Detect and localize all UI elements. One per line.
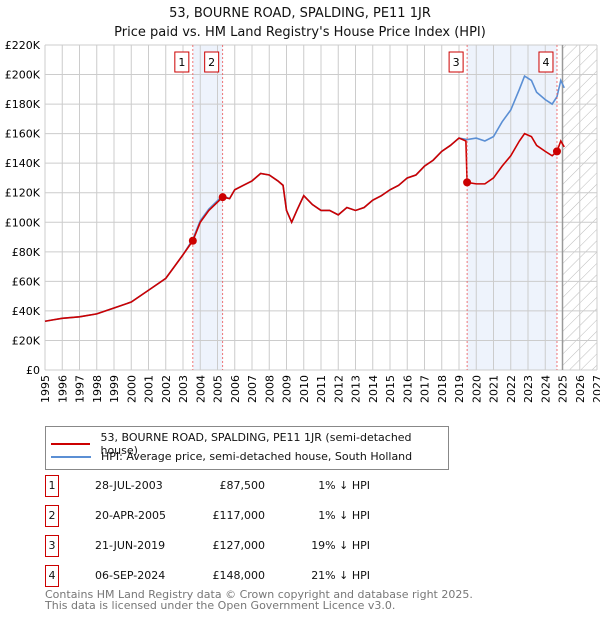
x-tick-label: 2026 bbox=[574, 375, 587, 403]
x-tick-label: 2009 bbox=[281, 375, 294, 403]
x-tick-label: 2004 bbox=[194, 375, 207, 403]
sale-label-box bbox=[174, 51, 190, 73]
sale-period-shading bbox=[192, 45, 223, 370]
x-tick-label: 2019 bbox=[453, 375, 466, 403]
sale-price: £148,000 bbox=[212, 569, 266, 582]
y-tick-label: £20K bbox=[12, 334, 41, 347]
sale-label-box bbox=[538, 51, 554, 73]
x-tick-label: 2001 bbox=[143, 375, 156, 403]
sale-date: 20-APR-2005 bbox=[95, 509, 167, 522]
y-tick-label: £80K bbox=[12, 246, 41, 259]
y-tick-label: £120K bbox=[5, 187, 41, 200]
chart-title: 53, BOURNE ROAD, SPALDING, PE11 1JR bbox=[169, 6, 431, 21]
legend-swatch-hpi bbox=[51, 455, 91, 458]
sale-date: 21-JUN-2019 bbox=[95, 539, 166, 552]
sale-marker-badge: 4 bbox=[45, 565, 59, 587]
x-tick-label: 2015 bbox=[384, 375, 397, 403]
y-tick-label: £180K bbox=[5, 98, 41, 111]
x-tick-label: 2000 bbox=[125, 375, 138, 403]
footer-copyright: Contains HM Land Registry data © Crown c… bbox=[45, 588, 473, 601]
sale-hpi-diff: 21% ↓ HPI bbox=[311, 569, 370, 582]
sale-date: 28-JUL-2003 bbox=[95, 479, 163, 492]
x-tick-label: 1998 bbox=[91, 375, 104, 403]
y-tick-label: £140K bbox=[5, 157, 41, 170]
x-tick-label: 2016 bbox=[401, 375, 414, 403]
legend-swatch-property bbox=[51, 443, 91, 445]
sale-row: 3 21-JUN-2019 £127,000 19% ↓ HPI bbox=[45, 535, 445, 557]
sale-label-box bbox=[204, 51, 220, 73]
y-tick-label: £160K bbox=[5, 128, 41, 141]
x-tick-label: 2022 bbox=[505, 375, 518, 403]
sale-point bbox=[218, 193, 227, 202]
x-tick-label: 2011 bbox=[315, 375, 328, 403]
x-tick-label: 2014 bbox=[367, 375, 380, 403]
sale-hpi-diff: 1% ↓ HPI bbox=[318, 479, 370, 492]
x-tick-label: 2023 bbox=[522, 375, 535, 403]
sale-date: 06-SEP-2024 bbox=[95, 569, 166, 582]
property-price-line bbox=[44, 132, 565, 323]
y-tick-label: £0 bbox=[26, 364, 40, 377]
sale-label: 2 bbox=[208, 56, 215, 69]
sale-label-box bbox=[448, 51, 464, 73]
sale-marker-badge: 1 bbox=[45, 475, 59, 497]
legend-label-property: 53, BOURNE ROAD, SPALDING, PE11 1JR (sem… bbox=[100, 431, 412, 457]
sale-row: 1 28-JUL-2003 £87,500 1% ↓ HPI bbox=[45, 475, 445, 497]
x-tick-label: 1995 bbox=[39, 375, 52, 403]
sale-hpi-diff: 1% ↓ HPI bbox=[318, 509, 370, 522]
sale-marker-badge: 2 bbox=[45, 505, 59, 527]
x-tick-label: 1997 bbox=[74, 375, 87, 403]
sale-hpi-diff: 19% ↓ HPI bbox=[311, 539, 370, 552]
x-tick-label: 2018 bbox=[436, 375, 449, 403]
x-tick-label: 2006 bbox=[229, 375, 242, 403]
sale-label: 3 bbox=[453, 56, 460, 69]
x-tick-label: 2017 bbox=[419, 375, 432, 403]
sale-marker-badge: 3 bbox=[45, 535, 59, 557]
sale-price: £117,000 bbox=[212, 509, 266, 522]
x-tick-label: 2025 bbox=[557, 375, 570, 403]
x-tick-label: 2010 bbox=[298, 375, 311, 403]
footer-licence: This data is licensed under the Open Gov… bbox=[45, 599, 396, 612]
sale-price: £87,500 bbox=[219, 479, 266, 492]
y-tick-label: £40K bbox=[12, 305, 41, 318]
sale-row: 4 06-SEP-2024 £148,000 21% ↓ HPI bbox=[45, 565, 445, 587]
sale-label: 4 bbox=[542, 56, 549, 69]
sale-period-shading bbox=[467, 45, 557, 370]
sale-price: £127,000 bbox=[212, 539, 266, 552]
x-tick-label: 1999 bbox=[108, 375, 121, 403]
y-tick-label: £100K bbox=[5, 216, 41, 229]
x-tick-label: 2005 bbox=[212, 375, 225, 403]
sale-row: 2 20-APR-2005 £117,000 1% ↓ HPI bbox=[45, 505, 445, 527]
x-tick-label: 2021 bbox=[488, 375, 501, 403]
sale-label: 1 bbox=[178, 56, 185, 69]
y-tick-label: £220K bbox=[5, 39, 41, 52]
y-tick-label: £60K bbox=[12, 275, 41, 288]
chart-subtitle: Price paid vs. HM Land Registry's House … bbox=[114, 25, 486, 40]
x-tick-label: 1996 bbox=[56, 375, 69, 403]
sale-point bbox=[463, 178, 472, 187]
x-tick-label: 2003 bbox=[177, 375, 190, 403]
chart-plot: 1995 1996 1997 1998 1999 2000 2001 2002 2003 2004… bbox=[5, 39, 600, 403]
legend-label-hpi: HPI: Average price, semi-detached house,… bbox=[101, 450, 413, 463]
x-tick-label: 2002 bbox=[160, 375, 173, 403]
legend: 53, BOURNE ROAD, SPALDING, PE11 1JR (sem… bbox=[45, 426, 449, 470]
x-tick-label: 2020 bbox=[470, 375, 483, 403]
sale-point bbox=[188, 236, 197, 245]
x-tick-label: 2027 bbox=[591, 375, 600, 403]
sale-point bbox=[552, 147, 561, 156]
x-tick-label: 2024 bbox=[539, 375, 552, 403]
y-tick-label: £200K bbox=[5, 69, 41, 82]
x-tick-label: 2008 bbox=[263, 375, 276, 403]
footer: Contains HM Land Registry data © Crown c… bbox=[45, 589, 473, 611]
x-tick-label: 2012 bbox=[332, 375, 345, 403]
x-tick-label: 2013 bbox=[350, 375, 363, 403]
x-tick-label: 2007 bbox=[246, 375, 259, 403]
